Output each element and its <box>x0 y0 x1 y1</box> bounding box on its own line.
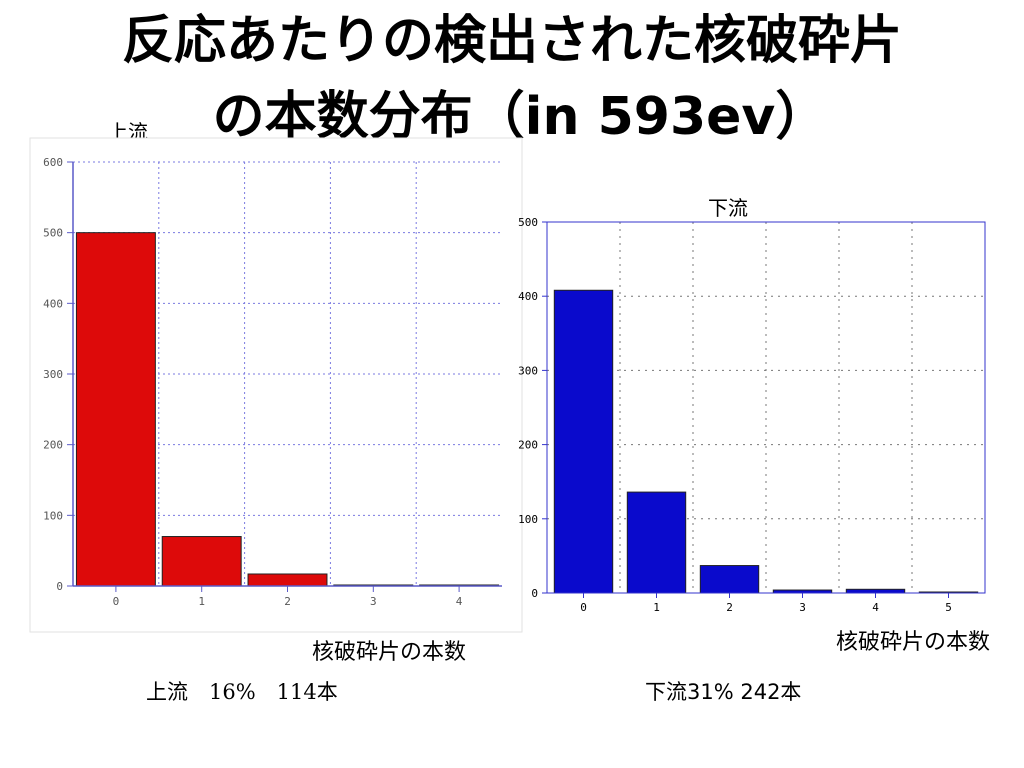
downstream-xtick-label: 2 <box>726 601 733 614</box>
upstream-ytick-label: 100 <box>43 509 63 522</box>
slide-title-line1: 反応あたりの検出された核破砕片 <box>121 11 902 71</box>
downstream-ytick-label: 200 <box>518 439 538 452</box>
downstream-ytick-label: 400 <box>518 290 538 303</box>
downstream-bar <box>699 565 760 594</box>
downstream-ytick-label: 100 <box>518 513 538 526</box>
upstream-ytick-label: 600 <box>43 156 63 169</box>
upstream-xtick-label: 2 <box>284 595 291 608</box>
upstream-bar <box>247 573 328 587</box>
upstream-bar <box>75 232 156 587</box>
upstream-summary: 上流 16% 114本 <box>146 680 338 704</box>
downstream-xtick-label: 1 <box>653 601 660 614</box>
upstream-x-axis-label: 核破砕片の本数 <box>312 640 467 665</box>
upstream-bar-chart: 0 100 200 300 400 500 600 0 1 2 3 4 <box>43 156 502 608</box>
downstream-plot-box <box>546 221 986 594</box>
upstream-xtick-label: 0 <box>113 595 120 608</box>
downstream-xtick-label: 5 <box>945 601 952 614</box>
downstream-bar <box>553 289 614 594</box>
upstream-xtick-label: 3 <box>370 595 377 608</box>
downstream-bar <box>626 491 687 594</box>
downstream-xtick-label: 0 <box>580 601 587 614</box>
downstream-xtick-label: 3 <box>799 601 806 614</box>
upstream-xtick-label: 1 <box>198 595 205 608</box>
upstream-ytick-label: 500 <box>43 227 63 240</box>
downstream-summary: 下流31% 242本 <box>645 680 802 704</box>
downstream-ytick-label: 300 <box>518 364 538 377</box>
upstream-ytick-label: 400 <box>43 297 63 310</box>
upstream-ytick-label: 300 <box>43 368 63 381</box>
downstream-xtick-label: 4 <box>872 601 879 614</box>
downstream-x-axis-label: 核破砕片の本数 <box>836 630 991 655</box>
downstream-bar-chart: 0 100 200 300 400 500 0 1 2 3 4 5 <box>518 216 986 614</box>
upstream-bar <box>161 536 242 587</box>
downstream-bar <box>845 588 906 594</box>
downstream-ytick-label: 0 <box>531 587 538 600</box>
downstream-chart-label: 下流 <box>708 196 748 220</box>
upstream-xtick-label: 4 <box>456 595 463 608</box>
downstream-ytick-label: 500 <box>518 216 538 229</box>
upstream-ytick-label: 0 <box>56 580 63 593</box>
upstream-ytick-label: 200 <box>43 439 63 452</box>
slide-title-line2: の本数分布（in 593ev） <box>212 87 828 147</box>
